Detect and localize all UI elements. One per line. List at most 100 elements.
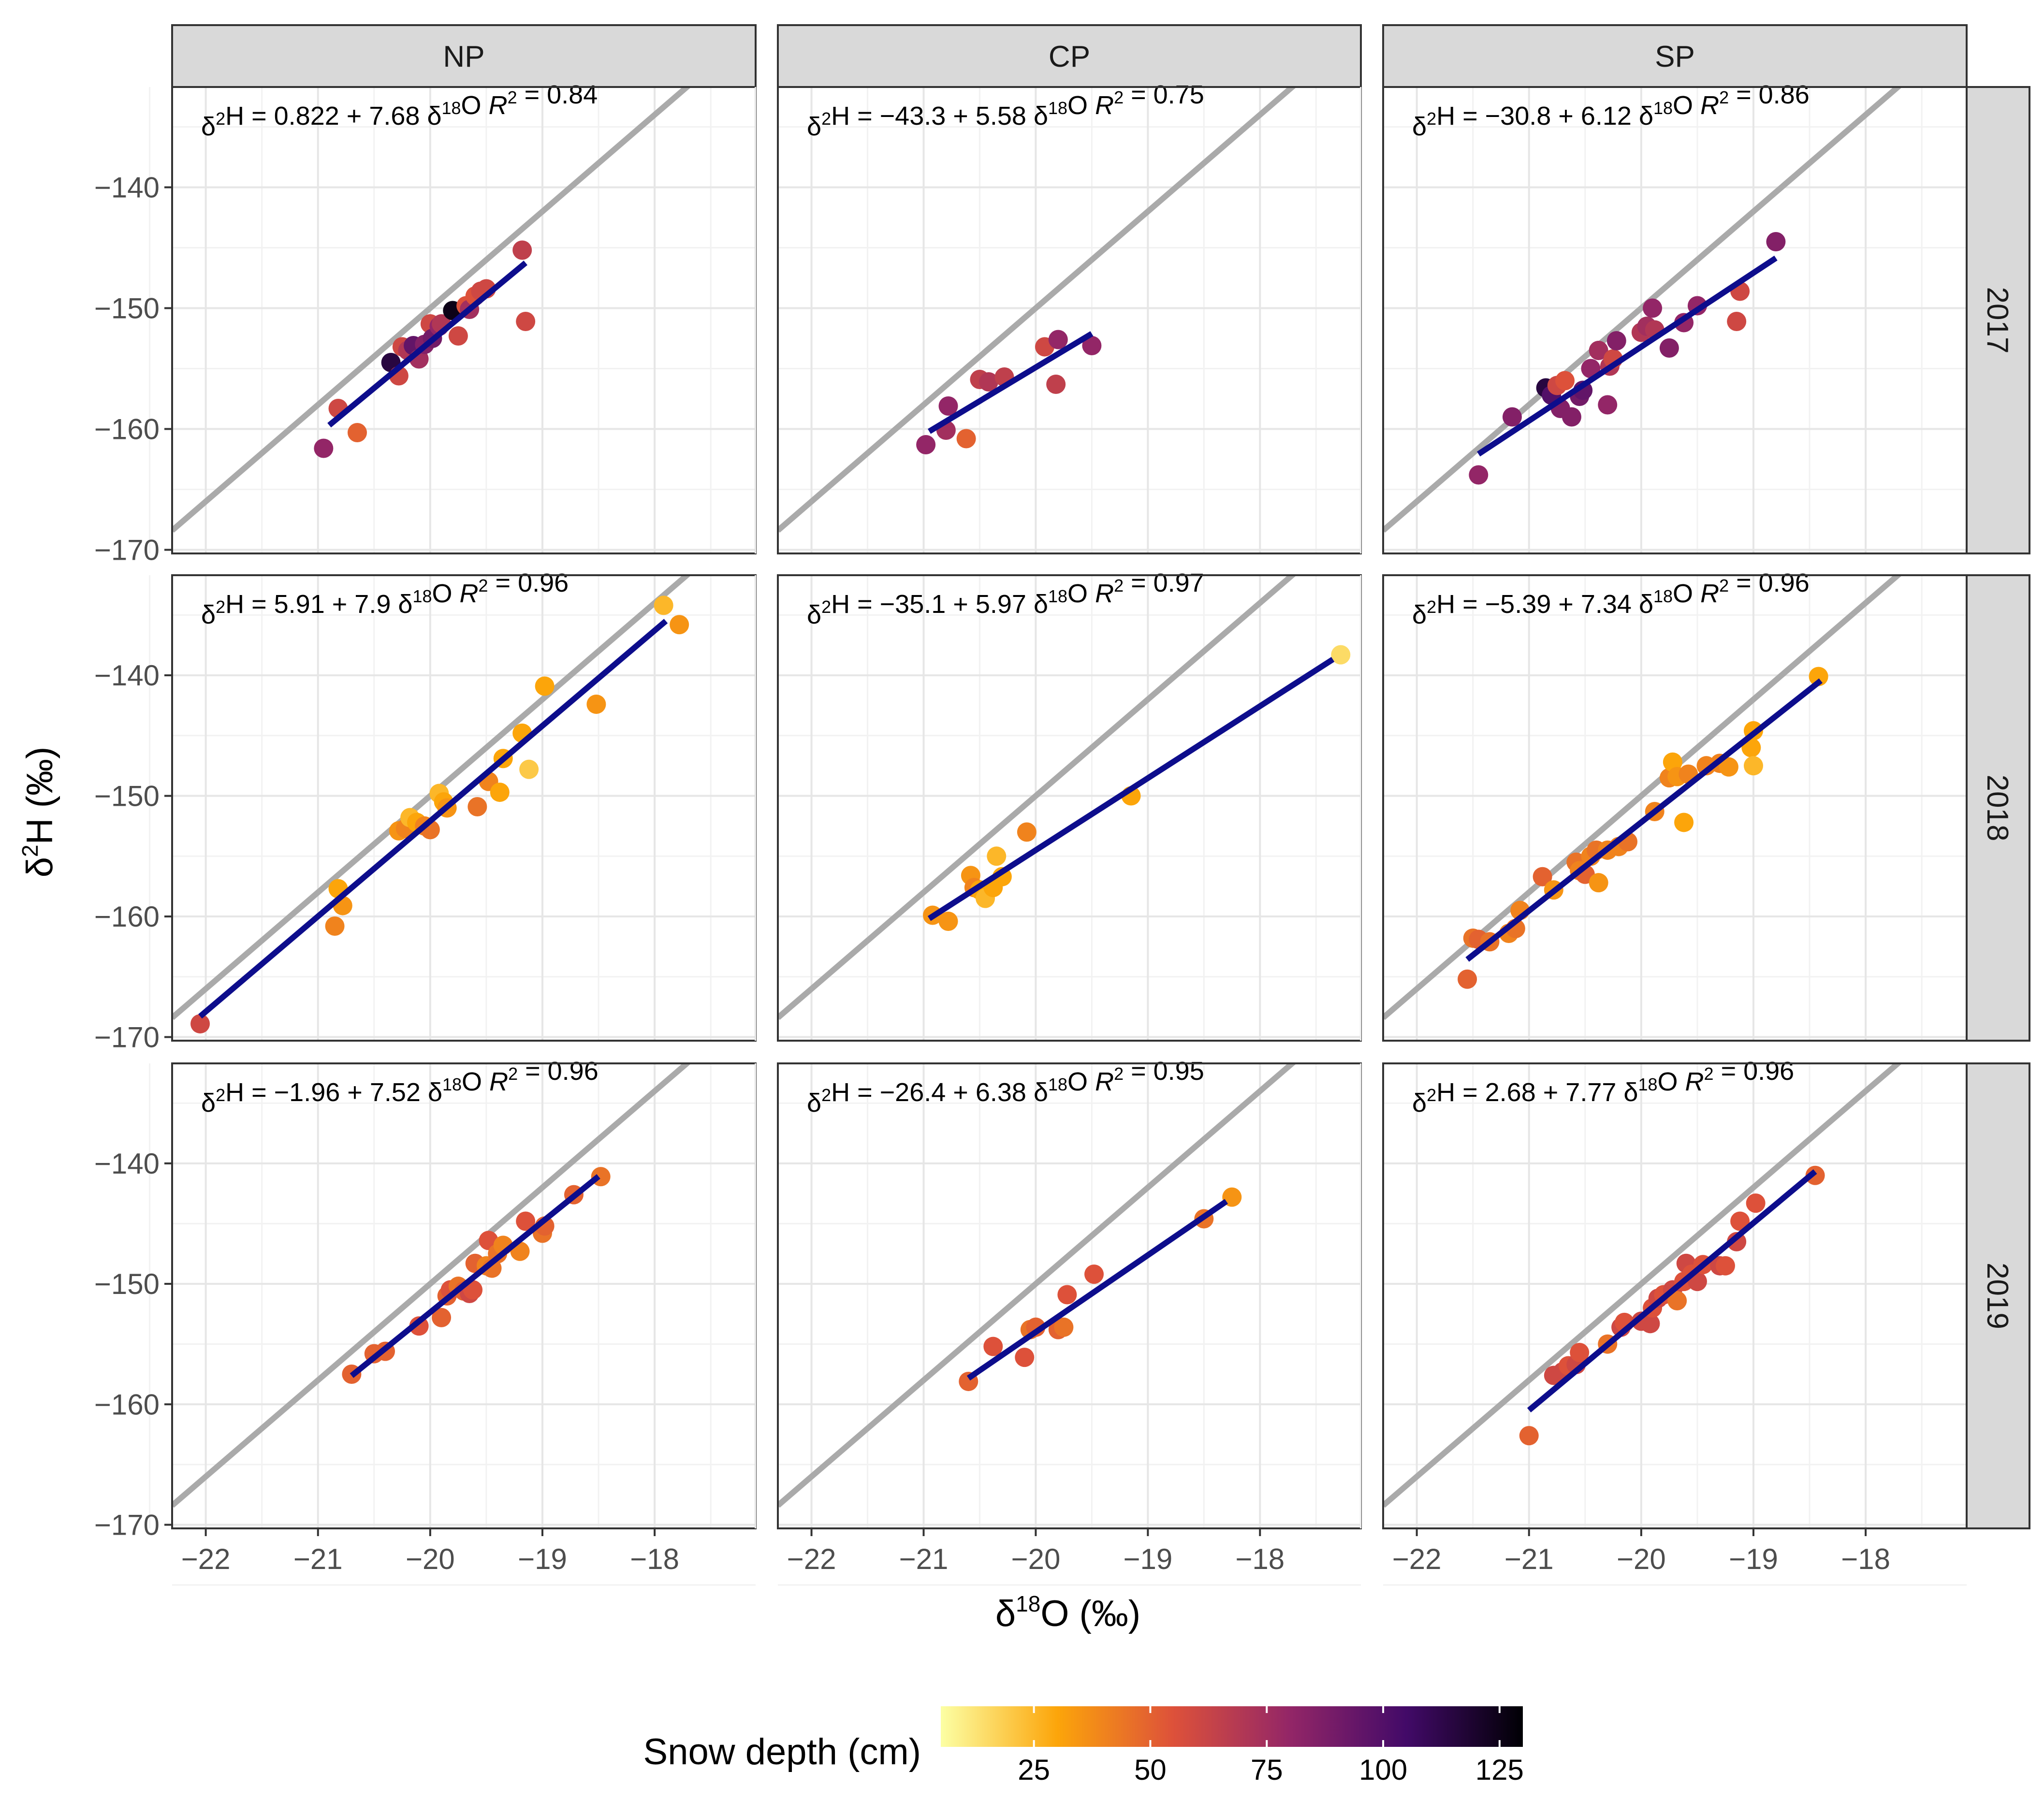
x-tick-label: −22 [787,1543,836,1575]
data-point [490,783,510,802]
data-point [516,312,536,331]
data-point [1581,359,1601,378]
y-tick-label: −160 [94,900,160,933]
x-tick-label: −19 [1729,1543,1778,1575]
regression-line [1465,678,1823,962]
data-point [1555,371,1575,391]
data-point [586,694,606,714]
gmwl-line [778,575,1297,1020]
data-point [1570,1343,1590,1363]
regression-equation: δ2H = −5.39 + 7.34 δ18O R2 = 0.96 [1412,568,1810,629]
svg-text:δ2H (‰): δ2H (‰) [17,747,60,878]
x-tick-label: −21 [1504,1543,1554,1575]
regression-line [966,1199,1228,1381]
panel-background [778,575,1361,1041]
regression-equation: δ2H = −1.96 + 7.52 δ18O R2 = 0.96 [201,1057,599,1118]
data-point [1719,757,1738,777]
strip-sp [1382,24,1968,88]
data-point [1643,298,1663,318]
data-point [987,846,1007,866]
data-point [1519,1426,1539,1446]
svg-text:δ18O (‰): δ18O (‰) [995,1591,1140,1634]
data-point [938,912,958,931]
data-point [409,1316,429,1336]
strip-np [171,24,757,88]
data-point [516,1211,536,1231]
y-tick-label: −140 [94,1147,160,1180]
data-point [938,396,958,416]
gmwl-line [172,87,692,533]
data-point [535,676,555,696]
x-tick-label: −18 [1841,1543,1890,1575]
data-point [347,423,367,442]
regression-line [350,1174,600,1378]
data-point [1533,867,1552,886]
data-point [1331,645,1351,665]
regression-line [1476,255,1778,457]
data-point [1606,331,1626,350]
gridlines [755,87,1361,611]
regression-line [327,261,527,428]
x-tick-label: −19 [1123,1543,1172,1575]
data-point [1727,312,1747,331]
regression-line [1527,1169,1817,1413]
legend-tick-label: 75 [1251,1754,1283,1786]
y-tick-label: −150 [94,1268,160,1300]
gmwl-line [1383,87,1903,533]
panel-border [1382,574,1968,1042]
data-point [1766,232,1786,251]
data-point [1730,1211,1750,1231]
data-point [1805,1165,1825,1185]
data-point [983,1336,1003,1356]
x-tick-label: −20 [1011,1543,1061,1575]
strip-label: NP [443,40,484,73]
data-point [314,438,334,458]
data-point [1809,667,1828,686]
y-tick-label: −160 [94,413,160,446]
legend: Snow depth (cm) 25 50 75 100 125 [643,1706,1524,1786]
gmwl-line [778,1063,1297,1508]
data-point [1562,407,1581,427]
y-tick-label: −170 [94,534,160,566]
regression-line [198,619,668,1019]
data-point [432,1307,452,1327]
gmwl-line [1383,1063,1903,1508]
x-axis-title: δ18O (‰) [995,1591,1140,1634]
y-tick-label: −150 [94,292,160,325]
x-tick-label: −21 [293,1543,343,1575]
data-point [1746,1193,1766,1213]
data-point [1057,1285,1077,1305]
y-tick-label: −150 [94,780,160,813]
data-point [654,595,673,615]
x-tick-label: −18 [1235,1543,1285,1575]
y-tick-label: −170 [94,1021,160,1054]
x-tick-label: −22 [181,1543,231,1575]
y-tick-label: −170 [94,1509,160,1541]
panel-background [1383,575,1967,1041]
data-point [1017,822,1037,842]
regression-equation: δ2H = 2.68 + 7.77 δ18O R2 = 0.96 [1412,1057,1794,1118]
data-point [670,615,689,635]
data-point [1727,1232,1747,1251]
panel-np-2019: δ2H = −1.96 + 7.52 δ18O R2 = 0.96 −140 −15… [94,1057,757,1586]
y-tick-label: −140 [94,172,160,204]
x-tick-label: −20 [406,1543,455,1575]
strip-cp [777,24,1362,88]
strip-label: SP [1655,40,1695,73]
x-tick-label: −18 [630,1543,679,1575]
data-point [1659,338,1679,358]
regression-line [928,331,1094,434]
legend-tick-label: 25 [1018,1754,1050,1786]
panel-border [1382,86,1968,554]
data-point [1048,330,1068,349]
regression-line [927,657,1335,921]
data-point [979,372,999,392]
data-point [1222,1187,1242,1207]
panel-border [1382,1062,1968,1529]
data-point [190,1014,210,1034]
x-tick-label: −21 [899,1543,949,1575]
strip-label: CP [1049,40,1090,73]
data-point [512,240,532,260]
data-point [1715,1256,1735,1276]
